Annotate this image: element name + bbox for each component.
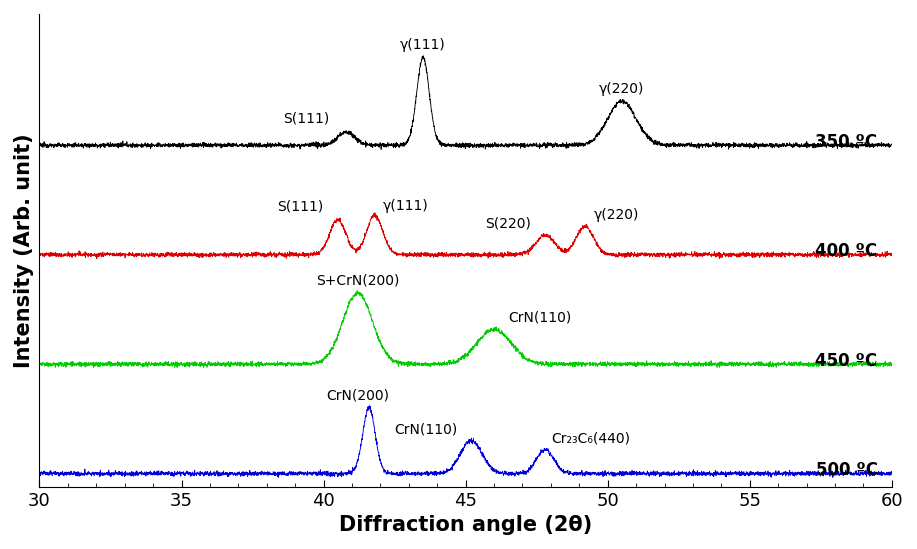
Text: Cr₂₃C₆(440): Cr₂₃C₆(440) — [551, 431, 630, 445]
Text: γ(111): γ(111) — [400, 38, 446, 52]
Text: S(220): S(220) — [485, 217, 531, 231]
Text: CrN(200): CrN(200) — [326, 389, 389, 402]
Text: 400 ºC: 400 ºC — [815, 243, 878, 260]
Text: CrN(110): CrN(110) — [508, 311, 571, 324]
Text: S(111): S(111) — [283, 111, 329, 126]
Text: S+CrN(200): S+CrN(200) — [316, 273, 399, 288]
Text: S(111): S(111) — [277, 199, 324, 213]
Text: γ(220): γ(220) — [593, 208, 639, 222]
Text: 450 ºC: 450 ºC — [815, 352, 878, 370]
Text: 500 ºC: 500 ºC — [815, 461, 878, 479]
Text: 350 ºC: 350 ºC — [815, 133, 878, 151]
Text: γ(111): γ(111) — [383, 199, 429, 213]
Text: γ(220): γ(220) — [599, 82, 645, 96]
Y-axis label: Intensity (Arb. unit): Intensity (Arb. unit) — [14, 133, 34, 368]
X-axis label: Diffraction angle (2θ): Diffraction angle (2θ) — [339, 515, 592, 535]
Text: CrN(110): CrN(110) — [393, 422, 457, 436]
